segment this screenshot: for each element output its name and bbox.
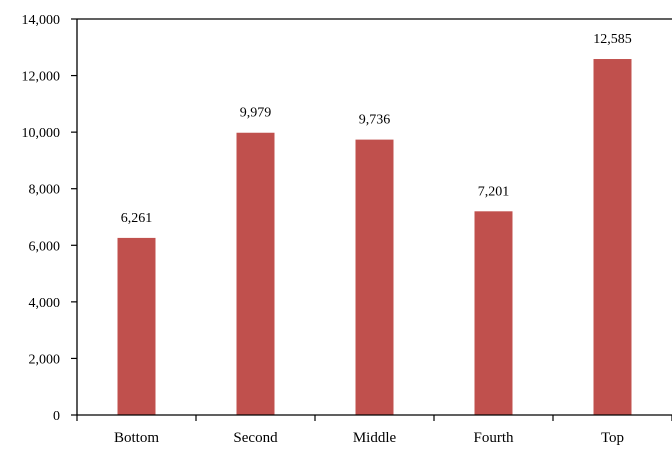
labels-layer: 6,261 Bottom 9,979 Second 9,736 Middle 7,201 Fo… — [22, 13, 632, 446]
y-tick-label: 0 — [53, 409, 60, 424]
bar-fourth — [474, 211, 513, 415]
bar-top — [593, 59, 632, 416]
bars-layer — [117, 59, 632, 416]
bar-second — [236, 132, 275, 416]
x-tick-label-middle: Middle — [353, 430, 397, 446]
y-tick-label: 6,000 — [29, 239, 61, 254]
data-label-fourth: 7,201 — [478, 184, 510, 199]
y-tick-label: 2,000 — [29, 352, 61, 367]
x-tick-label-second: Second — [233, 430, 278, 446]
data-label-bottom: 6,261 — [121, 211, 153, 226]
y-tick-label: 10,000 — [22, 126, 61, 141]
x-tick-label-bottom: Bottom — [114, 430, 159, 446]
y-tick-label: 12,000 — [22, 70, 61, 85]
data-label-second: 9,979 — [240, 106, 272, 121]
x-tick-label-fourth: Fourth — [473, 430, 514, 446]
data-label-top: 12,585 — [593, 32, 632, 47]
y-tick-label: 14,000 — [22, 13, 61, 28]
y-tick-label: 4,000 — [29, 296, 61, 311]
bar-middle — [355, 139, 394, 416]
x-tick-label-top: Top — [601, 430, 624, 446]
data-label-middle: 9,736 — [359, 113, 391, 128]
axes-layer — [71, 18, 672, 421]
bar-bottom — [117, 237, 156, 415]
y-tick-label: 8,000 — [29, 183, 61, 198]
